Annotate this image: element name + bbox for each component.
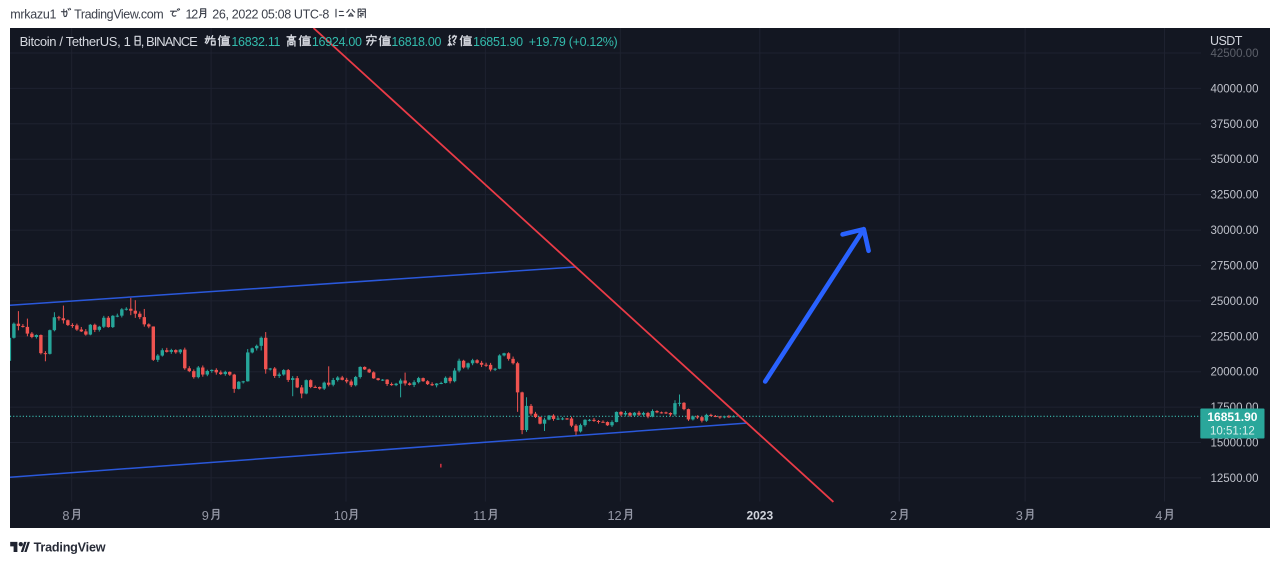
- svg-text:30000.00: 30000.00: [1211, 225, 1259, 237]
- svg-text:27500.00: 27500.00: [1211, 261, 1259, 273]
- svg-text:10: 10: [334, 508, 348, 523]
- svg-text:4: 4: [1155, 508, 1162, 523]
- svg-text:32500.00: 32500.00: [1211, 190, 1259, 202]
- svg-text:42500.00: 42500.00: [1211, 48, 1259, 60]
- svg-text:25000.00: 25000.00: [1211, 296, 1259, 308]
- svg-text:USDT: USDT: [1210, 34, 1243, 48]
- svg-text:40000.00: 40000.00: [1211, 83, 1259, 95]
- svg-text:, BINANCE: , BINANCE: [141, 34, 198, 49]
- svg-text:12: 12: [607, 508, 621, 523]
- svg-text:3: 3: [1016, 508, 1023, 523]
- svg-text:mrkazu1: mrkazu1: [10, 7, 56, 21]
- svg-text:9: 9: [202, 508, 209, 523]
- svg-text:+19.79 (+0.12%): +19.79 (+0.12%): [529, 35, 618, 49]
- svg-text:16832.11: 16832.11: [231, 35, 280, 49]
- svg-text:16851.90: 16851.90: [473, 35, 523, 49]
- svg-text:11: 11: [473, 508, 486, 523]
- svg-text:TradingView: TradingView: [34, 540, 106, 554]
- svg-text:TradingView.com: TradingView.com: [74, 7, 163, 21]
- svg-text:16924.00: 16924.00: [312, 35, 362, 49]
- svg-text:2: 2: [890, 508, 897, 523]
- svg-text:12500.00: 12500.00: [1211, 473, 1259, 485]
- svg-text:35000.00: 35000.00: [1211, 154, 1259, 166]
- svg-text:15000.00: 15000.00: [1211, 438, 1259, 450]
- svg-text:26, 2022 05:08 UTC-8: 26, 2022 05:08 UTC-8: [212, 7, 329, 21]
- svg-text:22500.00: 22500.00: [1211, 331, 1259, 343]
- svg-text:Bitcoin / TetherUS, 1: Bitcoin / TetherUS, 1: [20, 34, 131, 49]
- svg-text:2023: 2023: [746, 509, 773, 523]
- svg-text:16851.90: 16851.90: [1207, 410, 1257, 424]
- svg-text:8: 8: [62, 508, 69, 523]
- svg-text:12: 12: [186, 7, 199, 21]
- svg-text:20000.00: 20000.00: [1211, 367, 1259, 379]
- svg-text:16818.00: 16818.00: [391, 35, 441, 49]
- svg-text:10:51:12: 10:51:12: [1210, 425, 1255, 437]
- svg-text:37500.00: 37500.00: [1211, 119, 1259, 131]
